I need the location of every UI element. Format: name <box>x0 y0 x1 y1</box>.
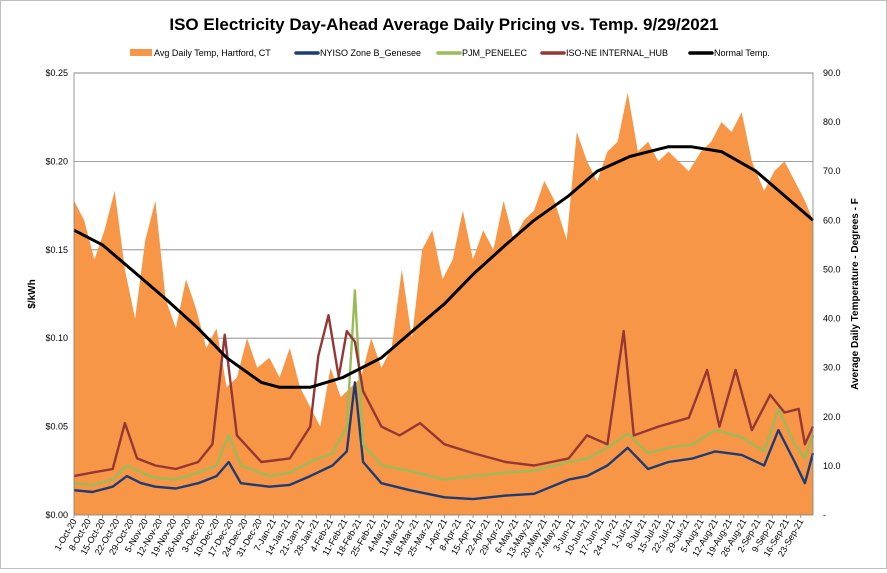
y2-tick-label: 40.0 <box>823 314 841 324</box>
y-tick-label: $0.20 <box>45 156 68 166</box>
y2-tick-label: 10.0 <box>823 461 841 471</box>
legend-swatch <box>130 49 152 56</box>
y2-tick-label: 80.0 <box>823 117 841 127</box>
legend-label: PJM_PENELEC <box>462 48 528 58</box>
y-tick-label: $0.25 <box>45 68 68 78</box>
y-tick-label: $0.05 <box>45 422 68 432</box>
legend-label: Normal Temp. <box>714 48 770 58</box>
y-tick-label: $0.00 <box>45 510 68 520</box>
y2-tick-label: 30.0 <box>823 363 841 373</box>
chart-title: ISO Electricity Day-Ahead Average Daily … <box>169 15 718 34</box>
y-tick-label: $0.15 <box>45 245 68 255</box>
plot-border <box>73 72 814 516</box>
series-line-iso-ne-internal-hub <box>73 314 815 478</box>
axes <box>73 72 814 516</box>
x-axis-ticks: 1-Oct-208-Oct-2015-Oct-2022-Oct-2029-Oct… <box>53 515 806 559</box>
y-axis-label: $/kWh <box>27 279 38 308</box>
y2-tick-label: 70.0 <box>823 166 841 176</box>
y-tick-label: $0.10 <box>45 333 68 343</box>
series-line-pjm-penelec <box>73 289 815 487</box>
legend-label: ISO-NE INTERNAL_HUB <box>566 48 668 58</box>
price-lines-layer <box>73 145 815 501</box>
y2-axis-label: Average Daily Temperature - Degrees - F <box>850 198 861 390</box>
y-axis-ticks: $0.00 $0.05 $0.10 $0.15 $0.20 $0.25 <box>45 68 68 520</box>
legend: Avg Daily Temp, Hartford, CT NYISO Zone B… <box>130 48 770 58</box>
y2-tick-label: 20.0 <box>823 412 841 422</box>
y2-tick-label: 90.0 <box>823 68 841 78</box>
legend-label: Avg Daily Temp, Hartford, CT <box>154 48 271 58</box>
legend-label: NYISO Zone B_Genesee <box>320 48 421 58</box>
y2-tick-label: - <box>823 510 826 520</box>
y2-axis-ticks: - 10.0 20.0 30.0 40.0 50.0 60.0 70.0 80.0 90.0 <box>823 68 841 520</box>
y2-tick-label: 60.0 <box>823 215 841 225</box>
series-line-nyiso-zone-b-genesee <box>73 381 815 501</box>
series-line-normal-temp <box>73 145 814 389</box>
y2-tick-label: 50.0 <box>823 264 841 274</box>
